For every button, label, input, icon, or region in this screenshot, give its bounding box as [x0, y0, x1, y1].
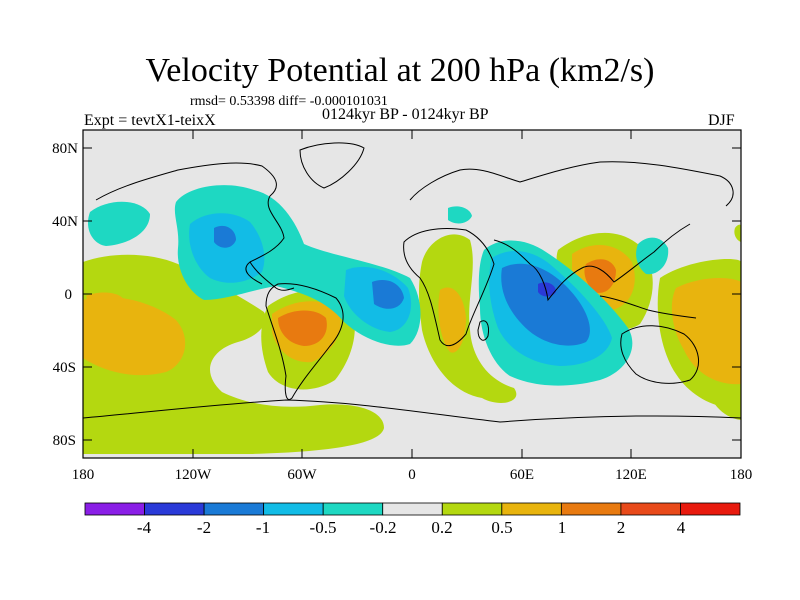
colorbar-label: 0.5 [491, 518, 512, 537]
contour-fill-blue [501, 263, 590, 346]
coastline-europe [409, 161, 734, 207]
lon-label: 180 [730, 467, 753, 483]
colorbar-label: 0.2 [431, 518, 452, 537]
contour-fill-green [83, 254, 384, 454]
map-title: Velocity Potential at 200 hPa (km2/s) [145, 52, 655, 89]
period-label: 0124kyr BP - 0124kyr BP [322, 106, 489, 123]
contour-fill-teal [636, 237, 669, 275]
colorbar-box [441, 502, 503, 516]
contour-fill-yellow [438, 287, 466, 353]
coastlines [83, 142, 741, 423]
colorbar-label: 1 [558, 518, 567, 537]
colorbar [84, 502, 741, 516]
contour-fill-blue [372, 279, 404, 309]
lon-label: 120E [615, 467, 647, 483]
colorbar-label: 2 [617, 518, 626, 537]
experiment-label: Expt = tevtX1-teixX [84, 112, 216, 129]
lon-label: 60W [287, 467, 317, 483]
colorbar-box [322, 502, 384, 516]
contour-fill-teal [87, 201, 150, 246]
colorbar-label: -0.5 [310, 518, 337, 537]
lon-label: 0 [408, 467, 416, 483]
lat-label: 40N [52, 214, 78, 230]
coastline-antarctica [83, 399, 741, 423]
lat-tick-marks [83, 147, 741, 441]
lat-label: 40S [53, 360, 76, 376]
coastline-greenland [299, 142, 365, 189]
coastline-central-america [249, 261, 295, 291]
contour-fill-sky [189, 213, 265, 283]
colorbar-box [680, 502, 741, 516]
colorbar-box [382, 502, 443, 516]
lon-label: 180 [72, 467, 95, 483]
colorbar-box [203, 502, 265, 516]
colorbar-box [144, 502, 205, 516]
colorbar-label: 4 [677, 518, 686, 537]
coastline-australia [620, 325, 699, 384]
colorbar-label: -2 [197, 518, 211, 537]
contour-fill-green [734, 224, 741, 242]
contour-fill-blue [214, 225, 236, 248]
colorbar-box [263, 502, 324, 516]
contour-fill-yellow [86, 292, 124, 305]
contour-fill-orange [584, 259, 616, 293]
contour-fill-yellow [671, 278, 741, 385]
lon-label: 60E [510, 467, 534, 483]
contour-fill-green [419, 234, 517, 403]
colorbar-box [501, 502, 562, 516]
lon-label: 120W [175, 467, 213, 483]
coastline-indonesia [599, 295, 697, 319]
lat-label: 0 [65, 287, 73, 303]
season-label: DJF [708, 112, 735, 129]
contour-fill-green [706, 375, 741, 420]
colorbar-label: -0.2 [370, 518, 397, 537]
lon-tick-marks [82, 130, 742, 458]
lat-label: 80S [53, 433, 76, 449]
stats-text: rmsd= 0.53398 diff= -0.000101031 [190, 94, 388, 109]
colorbar-box [560, 502, 622, 516]
contour-fills [83, 185, 741, 454]
contour-fill-teal [448, 206, 472, 224]
contour-fill-deep-blue [538, 282, 556, 297]
coastline-south-america [265, 283, 344, 400]
coastline-madagascar [477, 320, 489, 341]
lat-label: 80N [52, 141, 78, 157]
contour-fill-orange [278, 310, 327, 346]
colorbar-label: -1 [256, 518, 270, 537]
colorbar-label: -4 [137, 518, 152, 537]
colorbar-box [84, 502, 145, 516]
contour-fill-yellow [83, 296, 186, 376]
coastline-africa [403, 228, 495, 347]
coastline-asia-south [493, 223, 691, 302]
colorbar-box [620, 502, 681, 516]
